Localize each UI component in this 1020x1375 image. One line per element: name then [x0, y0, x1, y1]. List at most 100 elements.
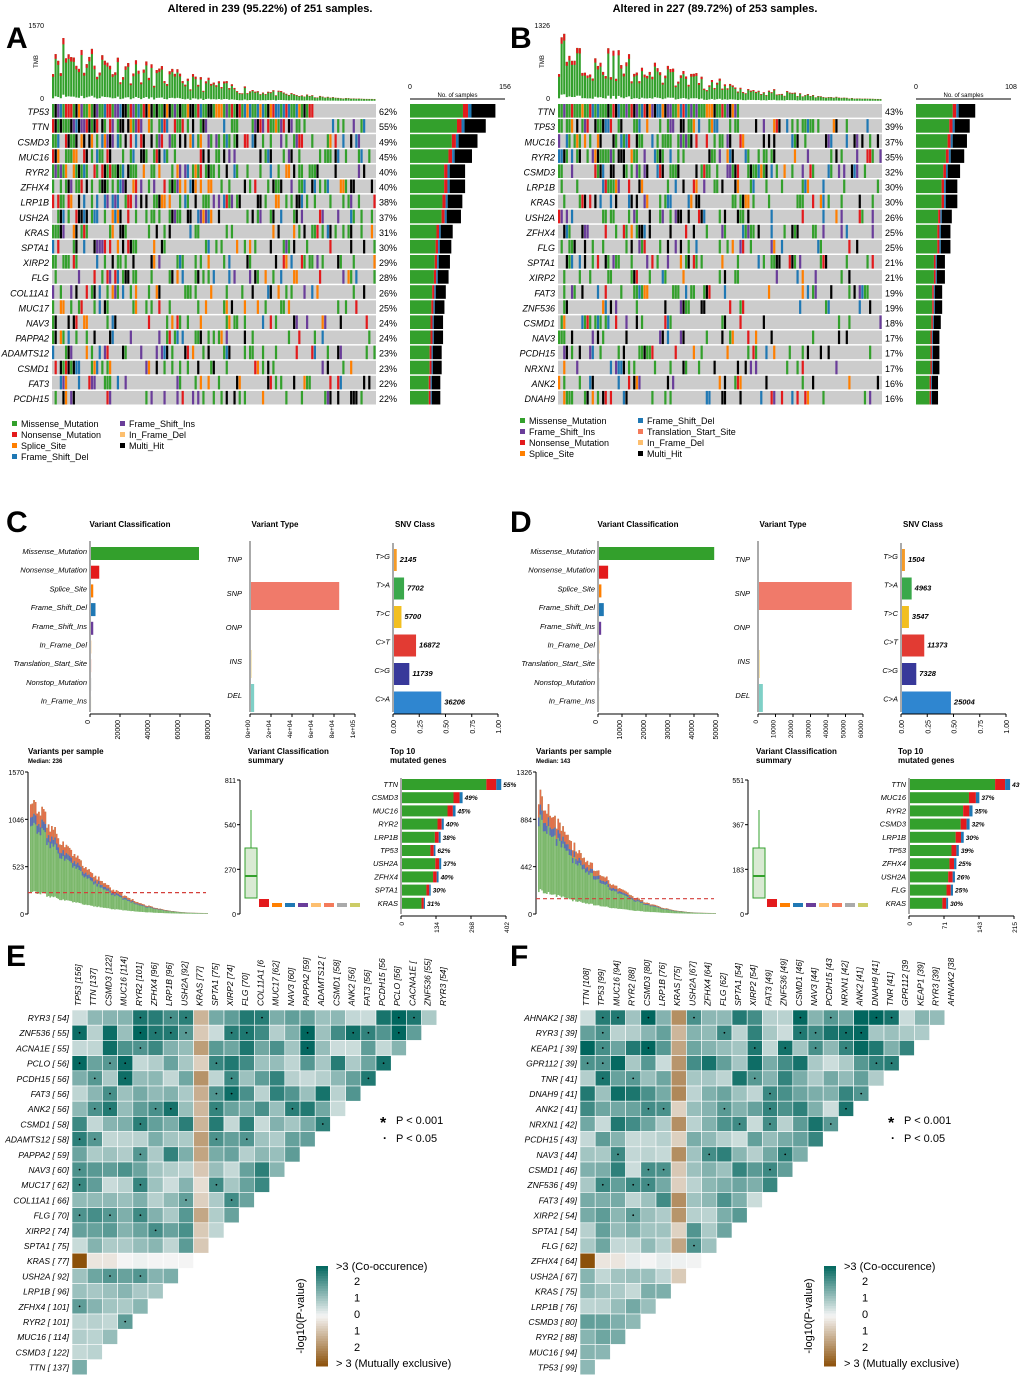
tmb-bar [863, 98, 866, 101]
tmb-bar [357, 98, 360, 101]
matrix-cell [817, 239, 820, 254]
side-bar-multi [932, 345, 940, 360]
matrix-cell [682, 149, 685, 163]
tmb-bar [736, 91, 739, 101]
matrix-cell [357, 164, 361, 178]
heatmap-cell [102, 1009, 118, 1026]
matrix-cell [137, 119, 140, 133]
matrix-cell [640, 134, 644, 148]
matrix-cell [703, 285, 706, 299]
matrix-cell [67, 209, 70, 224]
heatmap-cell [914, 1024, 930, 1041]
vps-bar [177, 911, 179, 914]
matrix-cell [184, 179, 187, 194]
matrix-cell [191, 134, 195, 148]
matrix-cell [708, 149, 711, 163]
matrix-cell [150, 164, 153, 178]
heatmap-cell [716, 1009, 733, 1026]
matrix-cell [233, 149, 236, 163]
matrix-cell [560, 239, 563, 254]
matrix-cell [822, 390, 825, 405]
tmb-bar [705, 90, 708, 100]
heatmap-cell [655, 1116, 672, 1132]
colorbar-step [824, 1363, 836, 1367]
heatmap-cell [269, 1100, 286, 1117]
vps-bar-top [89, 871, 92, 877]
vps-bar [185, 912, 187, 914]
vps-bar-mid [560, 840, 563, 848]
top10-xtick-label: 215 [1012, 922, 1019, 933]
vps-bar-mid [51, 836, 53, 844]
matrix-cell [674, 179, 677, 194]
matrix-cell [635, 270, 638, 284]
matrix-cell [331, 119, 335, 133]
matrix-cell [342, 360, 345, 375]
matrix-cell [596, 134, 600, 148]
vps-bar-mid [67, 854, 69, 860]
matrix-cell [254, 104, 257, 118]
heatmap-cell [762, 1040, 778, 1056]
matrix-cell [329, 194, 332, 209]
matrix-cell [659, 119, 662, 133]
matrix-cell [765, 149, 768, 163]
heatmap-cell [178, 1131, 194, 1148]
matrix-cell [153, 179, 156, 194]
vps-bar-top [102, 883, 105, 887]
matrix-cell [747, 149, 750, 163]
top10-gene-label: KRAS [378, 899, 398, 908]
matrix-cell [700, 164, 703, 178]
colorbar-step [316, 1321, 328, 1324]
matrix-cell [300, 179, 304, 194]
heatmap-cell [71, 1100, 88, 1117]
matrix-cell [155, 194, 158, 209]
colorbar-step [316, 1271, 328, 1274]
matrix-cell [57, 119, 60, 133]
gene-percent-label: 38% [379, 198, 397, 208]
matrix-cell [615, 179, 618, 194]
heatmap-cell [345, 1085, 362, 1102]
matrix-cell [116, 179, 120, 194]
tmb-bar-top [306, 94, 309, 96]
vps-bar [127, 897, 129, 911]
vps-bar-mid [575, 859, 577, 865]
heatmap-col-label: CACNA1E [ [407, 959, 417, 1006]
vps-bar [140, 903, 142, 912]
matrix-cell [324, 390, 327, 405]
matrix-cell [194, 255, 197, 269]
vps-bar [204, 912, 207, 914]
vps-bar [120, 893, 123, 910]
heatmap-cell [71, 1283, 88, 1300]
vps-bar [709, 912, 712, 914]
side-bar-missense [410, 375, 429, 390]
tmb-bar [752, 90, 755, 100]
vps-bar [639, 900, 642, 912]
matrix-cell [197, 224, 200, 239]
matrix-cell [59, 330, 62, 345]
matrix-cell [59, 360, 62, 375]
matrix-cell [718, 104, 721, 118]
heatmap-cell [132, 1131, 149, 1148]
matrix-cell [321, 255, 324, 269]
tmb-bar [124, 66, 127, 98]
matrix-cell [215, 149, 218, 163]
matrix-cell [723, 209, 727, 224]
matrix-cell [767, 134, 771, 148]
matrix-cell [67, 194, 70, 209]
matrix-cell [54, 315, 57, 329]
vc-xtick-label: 80000 [205, 720, 212, 740]
side-bar-multi [440, 224, 453, 239]
heatmap-cell [299, 1100, 316, 1117]
matrix-cell [62, 360, 65, 375]
heatmap-sig-dot [109, 1214, 111, 1217]
matrix-cell [124, 345, 127, 360]
vps-bar-top [46, 827, 48, 839]
tmb-bar-top [189, 89, 192, 91]
side-bar-fsd [944, 179, 946, 194]
matrix-cell [106, 134, 109, 148]
matrix-cell [83, 209, 86, 224]
matrix-cell [52, 224, 55, 239]
vps-bar-top [157, 908, 160, 910]
matrix-cell [98, 149, 101, 163]
side-bar-fsd [430, 375, 432, 390]
matrix-cell [194, 104, 197, 118]
